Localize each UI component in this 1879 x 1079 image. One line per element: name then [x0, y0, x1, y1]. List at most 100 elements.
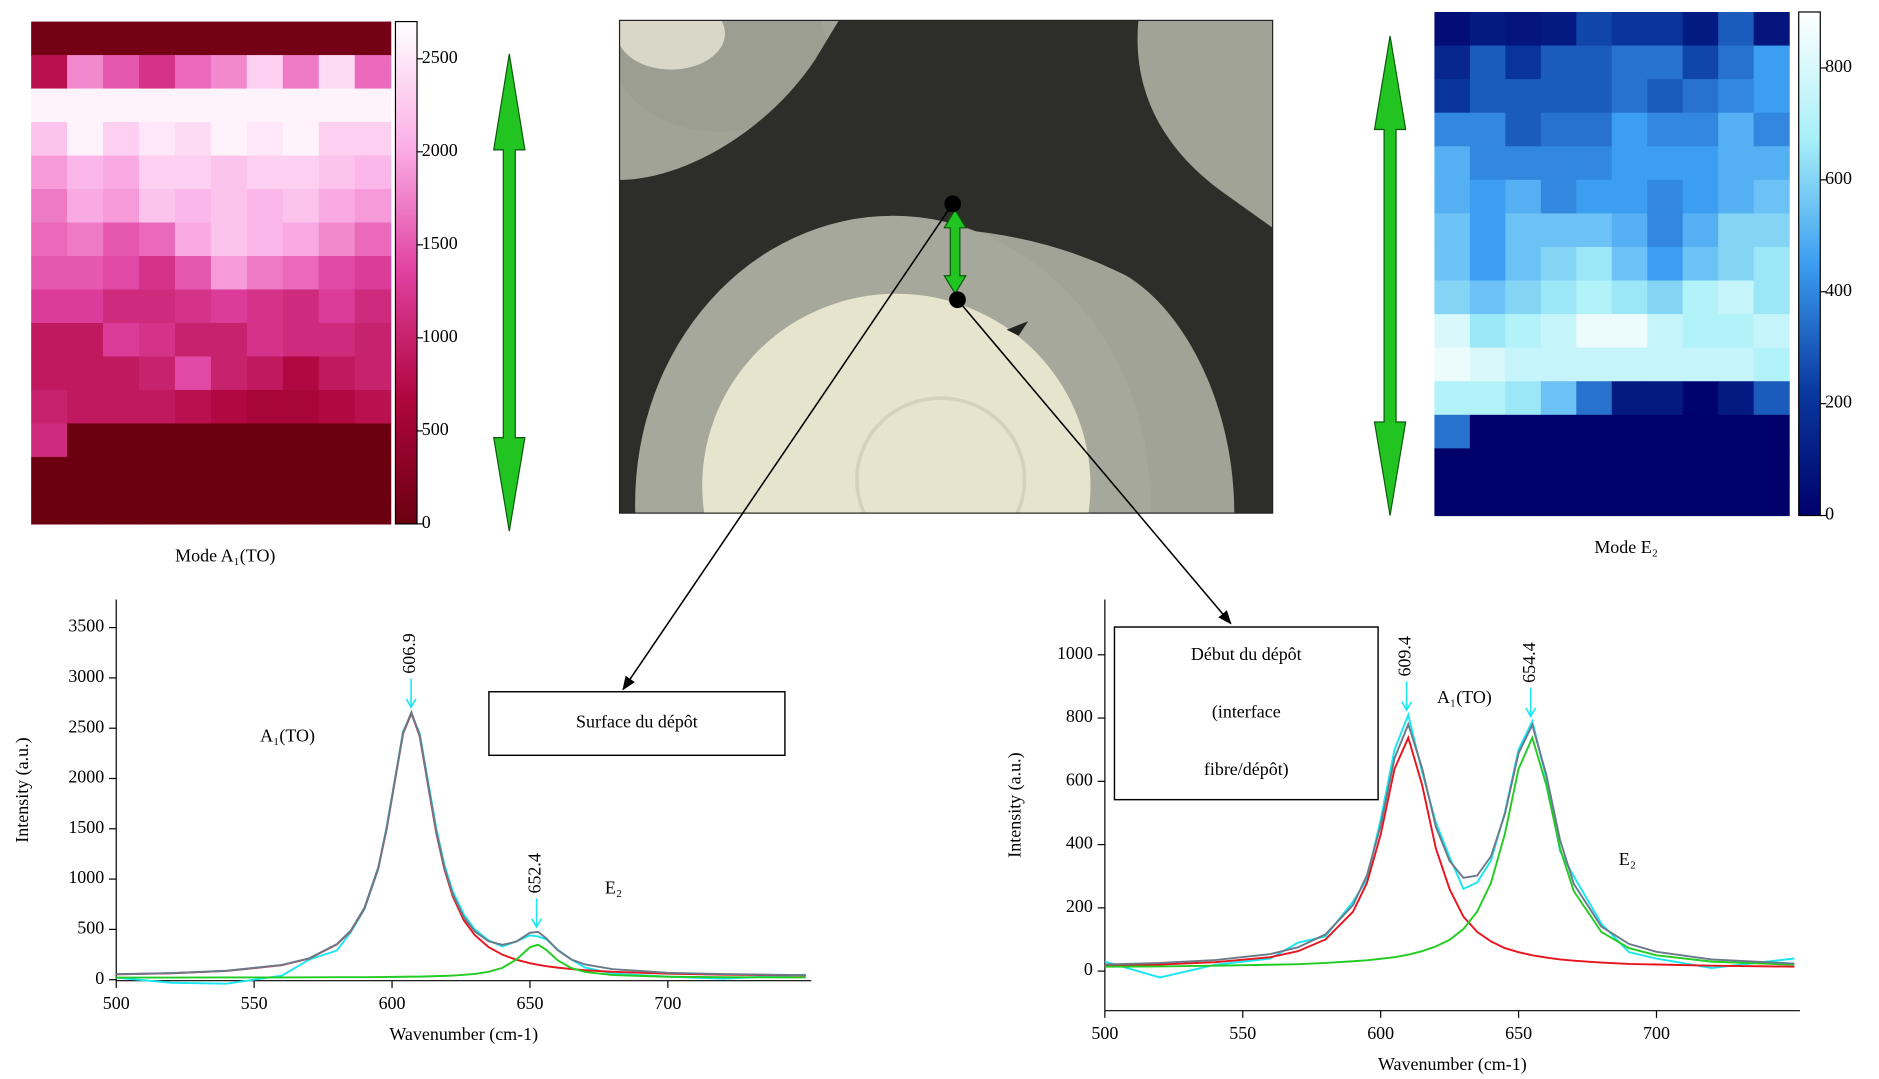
- heatmap-cell: [282, 189, 320, 224]
- heatmap-cell: [139, 88, 176, 123]
- heatmap-cell: [1505, 381, 1542, 416]
- heatmap-cell: [1718, 314, 1755, 349]
- heatmap-cell: [282, 21, 320, 56]
- heatmap-cell: [1576, 481, 1613, 517]
- mode-label: E₂: [1619, 849, 1636, 869]
- heatmap-cell: [31, 222, 68, 257]
- heatmap-cell: [1682, 246, 1719, 282]
- heatmap-cell: [1647, 414, 1684, 449]
- heatmap-cell: [174, 289, 212, 324]
- heatmap-cell: [1718, 448, 1755, 483]
- heatmap-cell: [210, 289, 248, 324]
- heatmap-cell: [1718, 280, 1755, 315]
- heatmap-cell: [1647, 347, 1684, 382]
- heatmap-cell: [282, 88, 320, 123]
- heatmap-cell: [318, 322, 356, 358]
- heatmap-cell: [318, 490, 356, 525]
- mode-label: A₁(TO): [1437, 687, 1492, 708]
- heatmap-cell: [139, 122, 176, 157]
- heatmap-cell: [282, 389, 320, 425]
- heatmap-cell: [282, 356, 320, 391]
- y-tick-label: 600: [1066, 769, 1093, 789]
- heatmap-cell: [67, 423, 104, 458]
- micrograph: [619, 20, 1273, 514]
- heatmap-cell: [1505, 213, 1542, 248]
- heatmap-cell: [1611, 314, 1648, 349]
- heatmap-cell: [282, 155, 320, 190]
- y-tick-label: 2500: [68, 716, 104, 736]
- heatmap-cell: [210, 122, 248, 157]
- heatmap-cell: [1505, 45, 1542, 80]
- heatmap-cell: [1611, 79, 1648, 114]
- heatmap-cell: [246, 289, 284, 324]
- heatmap-cell: [318, 88, 356, 123]
- spectrum-line: [116, 943, 806, 979]
- y-tick-label: 0: [1084, 959, 1093, 979]
- peak-label: 654.4: [1519, 642, 1539, 682]
- heatmap-cell: [210, 55, 248, 90]
- heatmap-cell: [1540, 347, 1577, 382]
- heatmap-cell: [174, 155, 212, 190]
- heatmap-cell: [1682, 280, 1719, 315]
- heatmap-cell: [174, 423, 212, 458]
- heatmap-cell: [1718, 246, 1755, 282]
- heatmap-cell: [1469, 246, 1506, 282]
- heatmap-cell: [1469, 213, 1506, 248]
- heatmap-cell: [31, 88, 68, 123]
- heatmap-cell: [1540, 79, 1577, 114]
- heatmap-cell: [1753, 79, 1790, 114]
- heatmap-cell: [1505, 347, 1542, 382]
- heatmap-cell: [282, 222, 320, 257]
- heatmap-cell: [103, 456, 140, 492]
- heatmap-cell: [210, 389, 248, 425]
- heatmap-cell: [139, 322, 176, 358]
- heatmap-cell: [1540, 213, 1577, 248]
- colorbar: [1798, 11, 1821, 517]
- heatmap-cell: [31, 389, 68, 425]
- heatmap-cell: [1611, 280, 1648, 315]
- heatmap-cell: [31, 490, 68, 525]
- heatmap-cell: [1469, 314, 1506, 349]
- heatmap-cell: [139, 456, 176, 492]
- colorbar: [394, 20, 418, 525]
- heatmap-cell: [1647, 11, 1684, 47]
- heatmap-cell: [1611, 481, 1648, 517]
- heatmap-cell: [139, 189, 176, 224]
- heatmap-cell: [1753, 314, 1790, 349]
- heatmap-cell: [1753, 213, 1790, 248]
- mode-label: A₁(TO): [260, 725, 315, 746]
- x-tick-label: 550: [1229, 1023, 1256, 1043]
- heatmap-cell: [103, 55, 140, 90]
- heatmap-cell: [1576, 448, 1613, 483]
- heatmap-cell: [318, 356, 356, 391]
- heatmap-cell: [1434, 414, 1471, 449]
- heatmap-cell: [1540, 112, 1577, 147]
- heatmap-cell: [1753, 347, 1790, 382]
- peak-arrow-head: [531, 918, 543, 929]
- heatmap-cell: [1647, 146, 1684, 181]
- spectrum-line: [1104, 721, 1795, 966]
- heatmap-cell: [1540, 381, 1577, 416]
- heatmap-cell: [1753, 179, 1790, 215]
- colorbar-tick-label: 500: [422, 419, 449, 439]
- heatmap-cell: [1469, 79, 1506, 114]
- heatmap-cell: [67, 88, 104, 123]
- heatmap-cell: [1647, 45, 1684, 80]
- heatmap-cell: [318, 256, 356, 291]
- heatmap-cell: [1505, 414, 1542, 449]
- heatmap-cell: [139, 222, 176, 257]
- heatmap-cell: [1753, 246, 1790, 282]
- heatmap-cell: [318, 21, 356, 56]
- heatmap-cell: [1576, 414, 1613, 449]
- heatmap-cell: [1576, 280, 1613, 315]
- spectrum-line: [116, 709, 806, 977]
- callout-text: Début du dépôt: [1191, 644, 1302, 664]
- heatmap-cell: [67, 490, 104, 525]
- colorbar-tick-label: 1500: [422, 233, 458, 253]
- heatmap-cell: [1540, 11, 1577, 47]
- heatmap-cell: [1505, 280, 1542, 315]
- peak-arrow-head: [1525, 707, 1537, 719]
- heatmap-cell: [1718, 179, 1755, 215]
- heatmap-cell: [210, 490, 248, 525]
- heatmap-cell: [282, 456, 320, 492]
